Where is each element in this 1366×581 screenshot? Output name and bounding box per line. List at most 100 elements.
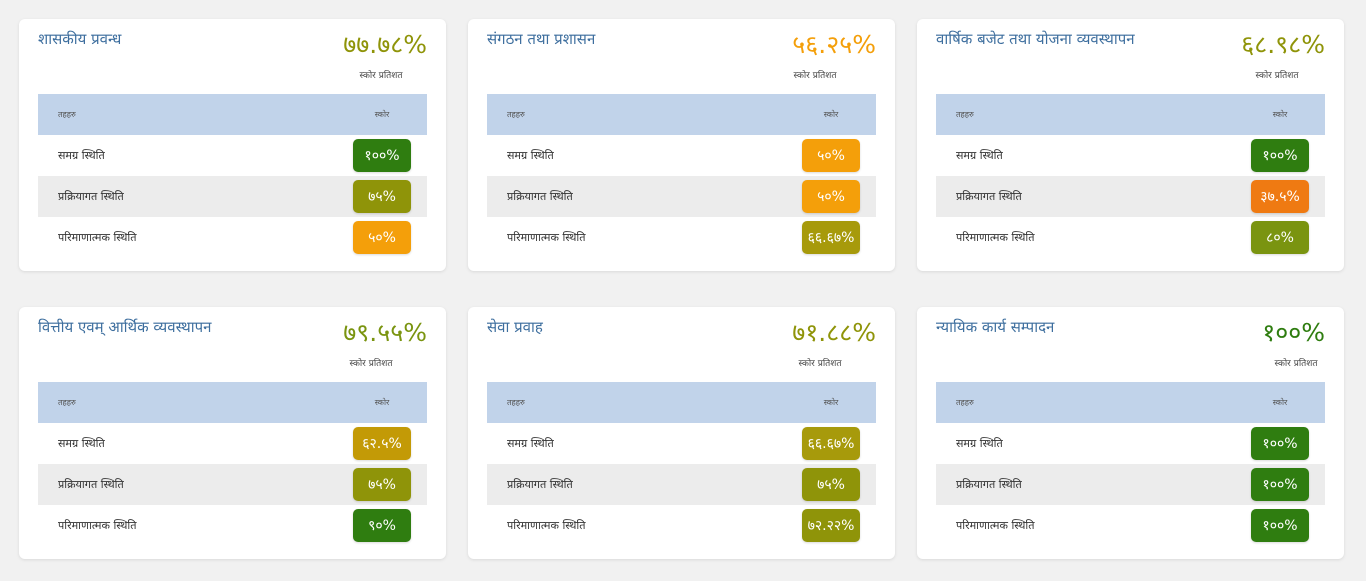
card-score: ६८.९८% (1241, 30, 1325, 59)
score-percent-caption: स्कोर प्रतिशत (1255, 71, 1299, 81)
table-row: परिमाणात्मक स्थिति ९०% (38, 505, 427, 546)
col-header-levels: तहहरु (956, 110, 974, 119)
row-label: प्रक्रियागत स्थिति (58, 190, 124, 203)
score-card: संगठन तथा प्रशासन ५६.२५% स्कोर प्रतिशत त… (468, 19, 895, 271)
score-badge: १००% (1251, 468, 1309, 501)
score-card: वार्षिक बजेट तथा योजना व्यवस्थापन ६८.९८%… (917, 19, 1344, 271)
score-percent-caption: स्कोर प्रतिशत (1274, 359, 1318, 369)
col-header-score: स्कोर (823, 398, 839, 407)
table-row: परिमाणात्मक स्थिति १००% (936, 505, 1325, 546)
table-row: प्रक्रियागत स्थिति १००% (936, 464, 1325, 505)
card-title: सेवा प्रवाह (487, 318, 543, 336)
table-header: तहहरु स्कोर (38, 382, 427, 423)
row-label: समग्र स्थिति (956, 437, 1003, 450)
score-badge: ७२.२२% (802, 509, 860, 542)
score-badge: ५०% (802, 180, 860, 213)
table-row: प्रक्रियागत स्थिति ७५% (38, 176, 427, 217)
score-badge: १००% (1251, 139, 1309, 172)
row-label: प्रक्रियागत स्थिति (956, 190, 1022, 203)
col-header-score: स्कोर (374, 110, 390, 119)
table-row: समग्र स्थिति ६६.६७% (487, 423, 876, 464)
table-row: समग्र स्थिति ५०% (487, 135, 876, 176)
row-label: परिमाणात्मक स्थिति (58, 519, 137, 532)
row-label: परिमाणात्मक स्थिति (507, 231, 586, 244)
score-badge: ६२.५% (353, 427, 411, 460)
score-card: शासकीय प्रवन्ध ७७.७८% स्कोर प्रतिशत तहहर… (19, 19, 446, 271)
row-label: परिमाणात्मक स्थिति (956, 519, 1035, 532)
score-badge: १००% (353, 139, 411, 172)
table-header: तहहरु स्कोर (487, 94, 876, 135)
col-header-levels: तहहरु (956, 398, 974, 407)
row-label: समग्र स्थिति (507, 149, 554, 162)
score-table: तहहरु स्कोर समग्र स्थिति ६२.५% प्रक्रिया… (38, 382, 427, 546)
table-header: तहहरु स्कोर (487, 382, 876, 423)
row-label: समग्र स्थिति (58, 149, 105, 162)
card-score: ७९.५५% (343, 318, 427, 347)
row-label: परिमाणात्मक स्थिति (58, 231, 137, 244)
row-label: परिमाणात्मक स्थिति (507, 519, 586, 532)
card-score: ७१.८८% (792, 318, 876, 347)
score-table: तहहरु स्कोर समग्र स्थिति ६६.६७% प्रक्रिय… (487, 382, 876, 546)
col-header-score: स्कोर (823, 110, 839, 119)
score-card: वित्तीय एवम् आर्थिक व्यवस्थापन ७९.५५% स्… (19, 307, 446, 559)
score-percent-caption: स्कोर प्रतिशत (359, 71, 403, 81)
card-title: वित्तीय एवम् आर्थिक व्यवस्थापन (38, 318, 212, 336)
row-label: समग्र स्थिति (507, 437, 554, 450)
score-badge: ६६.६७% (802, 221, 860, 254)
score-badge: ७५% (802, 468, 860, 501)
score-table: तहहरु स्कोर समग्र स्थिति १००% प्रक्रियाग… (936, 94, 1325, 258)
table-header: तहहरु स्कोर (38, 94, 427, 135)
score-badge: ८०% (1251, 221, 1309, 254)
card-title: वार्षिक बजेट तथा योजना व्यवस्थापन (936, 30, 1135, 48)
col-header-levels: तहहरु (507, 398, 525, 407)
score-badge: ९०% (353, 509, 411, 542)
score-card: न्यायिक कार्य सम्पादन १००% स्कोर प्रतिशत… (917, 307, 1344, 559)
table-row: समग्र स्थिति १००% (936, 135, 1325, 176)
table-row: परिमाणात्मक स्थिति ६६.६७% (487, 217, 876, 258)
card-score: १००% (1262, 318, 1325, 347)
score-card: सेवा प्रवाह ७१.८८% स्कोर प्रतिशत तहहरु स… (468, 307, 895, 559)
score-percent-caption: स्कोर प्रतिशत (793, 71, 837, 81)
table-row: समग्र स्थिति १००% (38, 135, 427, 176)
col-header-score: स्कोर (374, 398, 390, 407)
score-badge: ३७.५% (1251, 180, 1309, 213)
row-label: प्रक्रियागत स्थिति (956, 478, 1022, 491)
score-table: तहहरु स्कोर समग्र स्थिति १००% प्रक्रियाग… (38, 94, 427, 258)
table-row: परिमाणात्मक स्थिति ५०% (38, 217, 427, 258)
col-header-score: स्कोर (1272, 110, 1288, 119)
table-row: परिमाणात्मक स्थिति ७२.२२% (487, 505, 876, 546)
row-label: प्रक्रियागत स्थिति (58, 478, 124, 491)
card-title: शासकीय प्रवन्ध (38, 30, 122, 48)
score-badge: ६६.६७% (802, 427, 860, 460)
score-percent-caption: स्कोर प्रतिशत (798, 359, 842, 369)
row-label: प्रक्रियागत स्थिति (507, 478, 573, 491)
table-row: परिमाणात्मक स्थिति ८०% (936, 217, 1325, 258)
table-header: तहहरु स्कोर (936, 94, 1325, 135)
table-row: समग्र स्थिति ६२.५% (38, 423, 427, 464)
table-row: प्रक्रियागत स्थिति ३७.५% (936, 176, 1325, 217)
card-title: न्यायिक कार्य सम्पादन (936, 318, 1055, 336)
card-title: संगठन तथा प्रशासन (487, 30, 596, 48)
score-badge: १००% (1251, 509, 1309, 542)
col-header-levels: तहहरु (507, 110, 525, 119)
col-header-levels: तहहरु (58, 110, 76, 119)
col-header-score: स्कोर (1272, 398, 1288, 407)
score-badge: ७५% (353, 180, 411, 213)
table-row: समग्र स्थिति १००% (936, 423, 1325, 464)
score-badge: ५०% (353, 221, 411, 254)
row-label: परिमाणात्मक स्थिति (956, 231, 1035, 244)
score-badge: १००% (1251, 427, 1309, 460)
col-header-levels: तहहरु (58, 398, 76, 407)
score-table: तहहरु स्कोर समग्र स्थिति १००% प्रक्रियाग… (936, 382, 1325, 546)
score-badge: ७५% (353, 468, 411, 501)
table-row: प्रक्रियागत स्थिति ७५% (487, 464, 876, 505)
score-percent-caption: स्कोर प्रतिशत (349, 359, 393, 369)
score-table: तहहरु स्कोर समग्र स्थिति ५०% प्रक्रियागत… (487, 94, 876, 258)
table-header: तहहरु स्कोर (936, 382, 1325, 423)
table-row: प्रक्रियागत स्थिति ५०% (487, 176, 876, 217)
card-score: ७७.७८% (343, 30, 427, 59)
card-score: ५६.२५% (792, 30, 876, 59)
row-label: प्रक्रियागत स्थिति (507, 190, 573, 203)
score-badge: ५०% (802, 139, 860, 172)
